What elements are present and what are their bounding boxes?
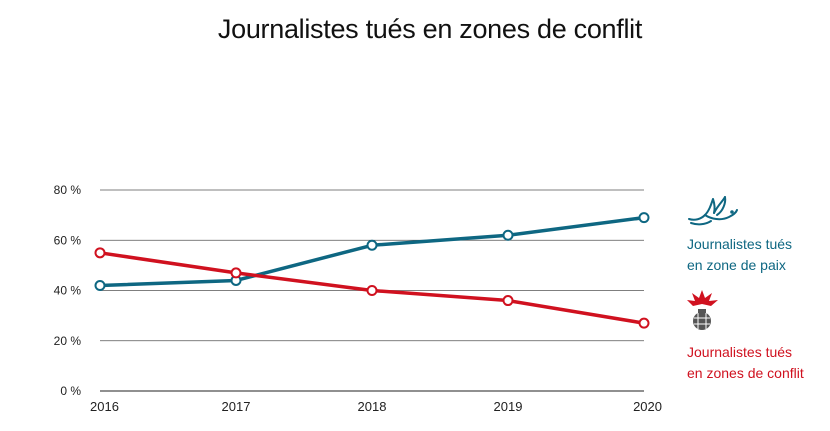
x-tick-label: 2016: [90, 399, 119, 414]
legend-peace: Journalistes tués en zone de paix: [687, 234, 792, 276]
data-point-peace: [502, 229, 514, 241]
data-point-conflict: [230, 267, 242, 279]
legend-peace-line2: en zone de paix: [687, 257, 786, 273]
y-tick-label: 60 %: [54, 233, 82, 247]
dove-icon: [688, 196, 738, 226]
x-tick-label: 2019: [494, 399, 523, 414]
data-point-peace: [638, 212, 650, 224]
y-tick-labels: 0 % 20 % 40 % 60 % 80 %: [54, 183, 82, 398]
x-tick-label: 2020: [633, 399, 662, 414]
y-tick-label: 80 %: [54, 183, 82, 197]
x-tick-label: 2018: [358, 399, 387, 414]
series-line-peace: [99, 215, 645, 288]
data-point-conflict: [94, 247, 106, 259]
legend-conflict: Journalistes tués en zones de conflit: [687, 342, 804, 384]
data-point-conflict: [366, 285, 378, 296]
explosion-grenade-icon: [687, 290, 718, 330]
data-point-peace: [366, 239, 378, 251]
legend-conflict-line2: en zones de conflit: [687, 365, 804, 381]
y-tick-label: 0 %: [60, 384, 81, 398]
data-point-peace: [94, 279, 106, 291]
x-tick-label: 2017: [222, 399, 251, 414]
chart-title: Journalistes tués en zones de conflit: [217, 14, 643, 44]
legend-conflict-line1: Journalistes tués: [687, 344, 793, 360]
data-point-conflict: [638, 317, 650, 329]
y-tick-label: 40 %: [54, 284, 82, 298]
x-tick-labels: 2016 2017 2018 2019 2020: [90, 399, 662, 414]
y-tick-label: 20 %: [54, 334, 82, 348]
data-point-conflict: [502, 295, 514, 307]
legend-peace-line1: Journalistes tués: [687, 236, 793, 252]
series-lines: [94, 212, 650, 329]
